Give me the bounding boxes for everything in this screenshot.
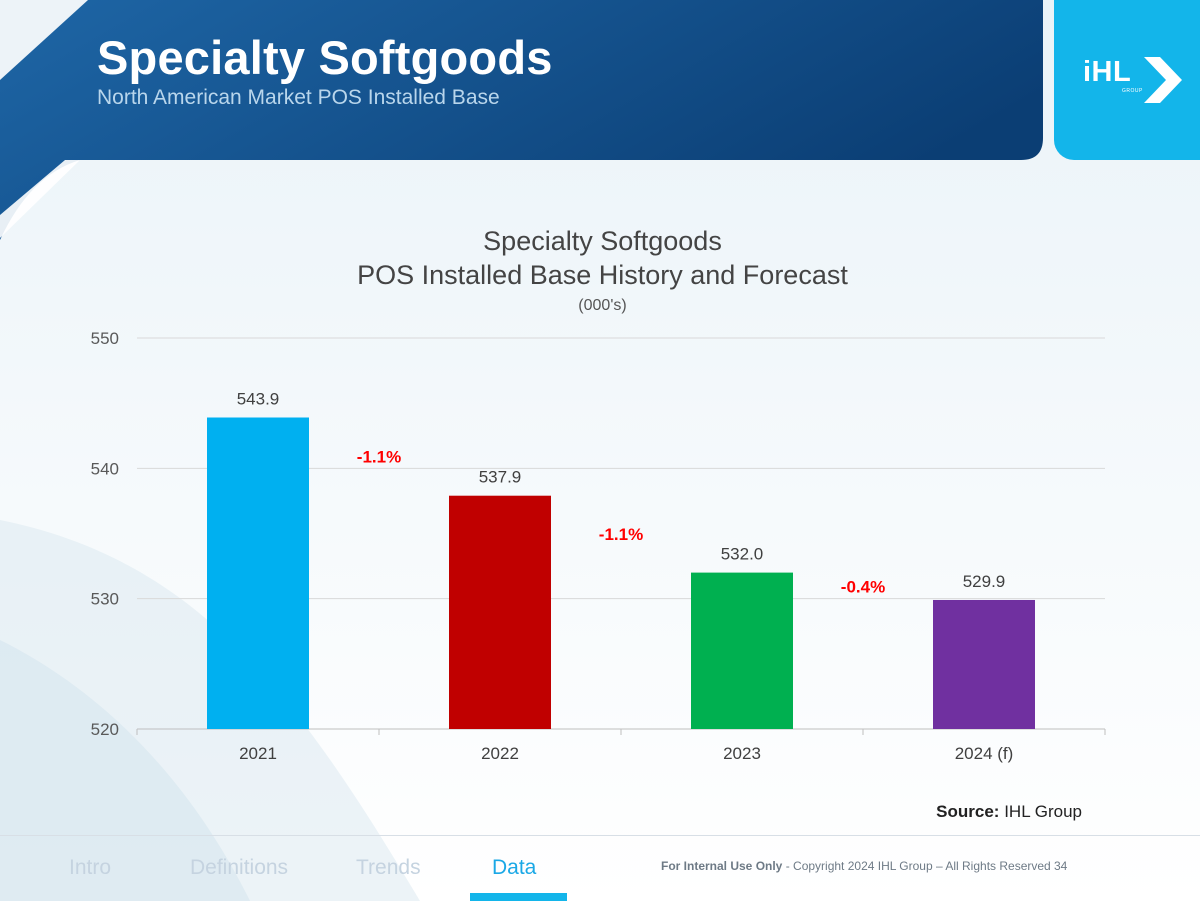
page-number: 34 (1054, 859, 1068, 873)
source-value: IHL Group (1004, 802, 1082, 821)
change-annotation: -1.1% (599, 525, 643, 544)
bar-value-label: 543.9 (237, 390, 280, 409)
y-tick-label: 540 (91, 459, 119, 478)
x-tick-label: 2024 (f) (955, 744, 1014, 763)
bar (207, 417, 309, 729)
company-logo: iHL (1083, 56, 1132, 88)
nav-tab-data[interactable]: Data (492, 856, 537, 879)
logo-chevron-icon (1144, 57, 1182, 103)
y-tick-label: 520 (91, 720, 119, 739)
y-tick-label: 550 (91, 329, 119, 348)
footer-copyright: For Internal Use Only - Copyright 2024 I… (661, 859, 1051, 873)
copyright-text: - Copyright 2024 IHL Group – All Rights … (782, 859, 1051, 873)
nav-tab-definitions[interactable]: Definitions (190, 856, 289, 879)
internal-use-label: For Internal Use Only (661, 859, 783, 873)
bar (449, 495, 551, 729)
company-logo-subtext: GROUP (1122, 88, 1143, 94)
active-tab-indicator (470, 893, 567, 901)
page-title: Specialty Softgoods (97, 31, 553, 84)
bar-value-label: 537.9 (479, 468, 522, 487)
bar (933, 599, 1035, 729)
x-tick-label: 2022 (481, 744, 519, 763)
x-tick-label: 2023 (723, 744, 761, 763)
x-tick-label: 2021 (239, 744, 277, 763)
footer-divider (0, 835, 1200, 836)
chart-subtitle: POS Installed Base History and Forecast (357, 260, 848, 290)
nav-tab-intro[interactable]: Intro (69, 856, 112, 879)
y-tick-label: 530 (91, 590, 119, 609)
change-annotation: -0.4% (841, 577, 885, 596)
source-label: Source: (936, 802, 1000, 821)
bar-value-label: 532.0 (721, 545, 764, 564)
chart-unit-note: (000's) (578, 297, 627, 314)
source-note: Source: IHL Group (936, 802, 1082, 822)
chart-title: Specialty Softgoods (483, 226, 722, 256)
bar-value-label: 529.9 (963, 572, 1006, 591)
nav-tab-trends[interactable]: Trends (356, 856, 421, 879)
change-annotation: -1.1% (357, 448, 401, 467)
bar (691, 572, 793, 729)
page-subtitle: North American Market POS Installed Base (97, 86, 500, 109)
